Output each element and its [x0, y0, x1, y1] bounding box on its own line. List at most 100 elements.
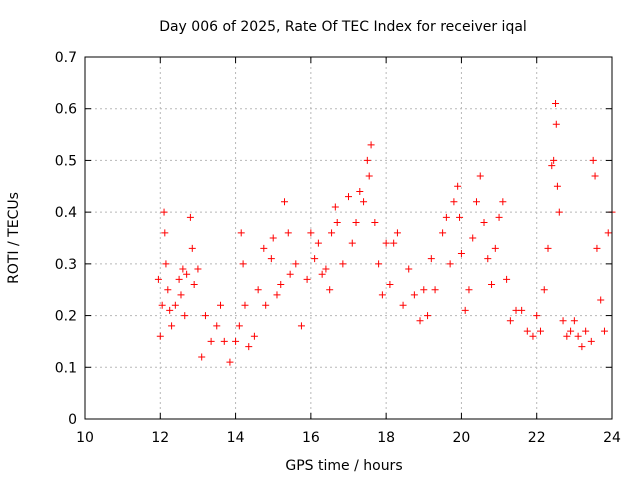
- data-point: [356, 187, 364, 195]
- grid-lines: [85, 57, 612, 419]
- data-point: [186, 213, 194, 221]
- data-point: [156, 332, 164, 340]
- data-point: [162, 260, 170, 268]
- data-point: [286, 270, 294, 278]
- plot-frame: [84, 56, 613, 420]
- data-point: [439, 229, 447, 237]
- data-point: [175, 275, 183, 283]
- data-point: [297, 322, 305, 330]
- data-points: [154, 100, 616, 366]
- x-tick-label: 18: [377, 430, 395, 446]
- data-point: [360, 198, 368, 206]
- data-point: [548, 162, 556, 170]
- data-point: [559, 317, 567, 325]
- data-point: [262, 301, 270, 309]
- data-point: [582, 327, 590, 335]
- data-point: [523, 327, 531, 335]
- data-point: [540, 286, 548, 294]
- x-tick-label: 10: [76, 430, 94, 446]
- data-point: [506, 317, 514, 325]
- data-point: [254, 286, 262, 294]
- data-point: [378, 291, 386, 299]
- data-point: [536, 327, 544, 335]
- data-point: [499, 198, 507, 206]
- data-point: [348, 239, 356, 247]
- data-point: [235, 322, 243, 330]
- data-point: [567, 327, 575, 335]
- data-point: [574, 332, 582, 340]
- data-point: [550, 156, 558, 164]
- data-point: [386, 281, 394, 289]
- data-point: [181, 312, 189, 320]
- data-point: [217, 301, 225, 309]
- data-point: [469, 234, 477, 242]
- data-point: [188, 244, 196, 252]
- data-point: [314, 239, 322, 247]
- data-point: [207, 337, 215, 345]
- axis-ticks: 10 12 14 16 18 20 22 24 0 0.1 0.2 0.3 0.4 0.5 0.6 0.7: [55, 50, 621, 446]
- data-point: [328, 229, 336, 237]
- data-point: [393, 229, 401, 237]
- data-point: [311, 255, 319, 263]
- data-point: [503, 275, 511, 283]
- x-tick-label: 14: [227, 430, 245, 446]
- y-axis-label: ROTI / TECUs: [6, 192, 22, 284]
- data-point: [226, 358, 234, 366]
- x-tick-label: 22: [528, 430, 546, 446]
- data-point: [284, 229, 292, 237]
- data-point: [339, 260, 347, 268]
- data-point: [160, 208, 168, 216]
- data-point: [250, 332, 258, 340]
- x-axis-label: GPS time / hours: [285, 458, 402, 474]
- data-point: [533, 312, 541, 320]
- data-point: [267, 255, 275, 263]
- y-tick-label: 0: [68, 412, 77, 428]
- data-point: [154, 275, 162, 283]
- data-point: [589, 156, 597, 164]
- data-point: [326, 286, 334, 294]
- data-point: [201, 312, 209, 320]
- y-tick-label: 0.6: [55, 102, 77, 118]
- data-point: [454, 182, 462, 190]
- data-point: [491, 244, 499, 252]
- data-point: [322, 265, 330, 273]
- data-point: [303, 275, 311, 283]
- x-tick-label: 16: [302, 430, 320, 446]
- x-tick-label: 24: [603, 430, 621, 446]
- data-point: [597, 296, 605, 304]
- data-point: [345, 193, 352, 201]
- data-point: [563, 332, 571, 340]
- data-point: [363, 156, 371, 164]
- y-tick-label: 0.2: [55, 309, 77, 325]
- y-tick-label: 0.5: [55, 153, 77, 169]
- data-point: [260, 244, 268, 252]
- data-point: [553, 182, 561, 190]
- data-point: [390, 239, 398, 247]
- data-point: [529, 332, 537, 340]
- data-point: [456, 213, 464, 221]
- data-point: [465, 286, 473, 294]
- data-point: [591, 172, 599, 180]
- chart-title: Day 006 of 2025, Rate Of TEC Index for r…: [159, 19, 527, 35]
- data-point: [420, 286, 428, 294]
- data-point: [450, 198, 458, 206]
- data-point: [446, 260, 454, 268]
- data-point: [410, 291, 418, 299]
- data-point: [333, 218, 341, 226]
- data-point: [587, 337, 595, 345]
- data-point: [472, 198, 480, 206]
- data-point: [431, 286, 439, 294]
- data-point: [416, 317, 424, 325]
- data-point: [552, 120, 560, 128]
- x-tick-label: 20: [453, 430, 471, 446]
- data-point: [399, 301, 407, 309]
- data-point: [600, 327, 608, 335]
- data-point: [318, 270, 326, 278]
- data-point: [190, 281, 198, 289]
- data-point: [352, 218, 360, 226]
- data-point: [161, 229, 169, 237]
- data-point: [382, 239, 390, 247]
- data-point: [480, 218, 488, 226]
- data-point: [164, 286, 172, 294]
